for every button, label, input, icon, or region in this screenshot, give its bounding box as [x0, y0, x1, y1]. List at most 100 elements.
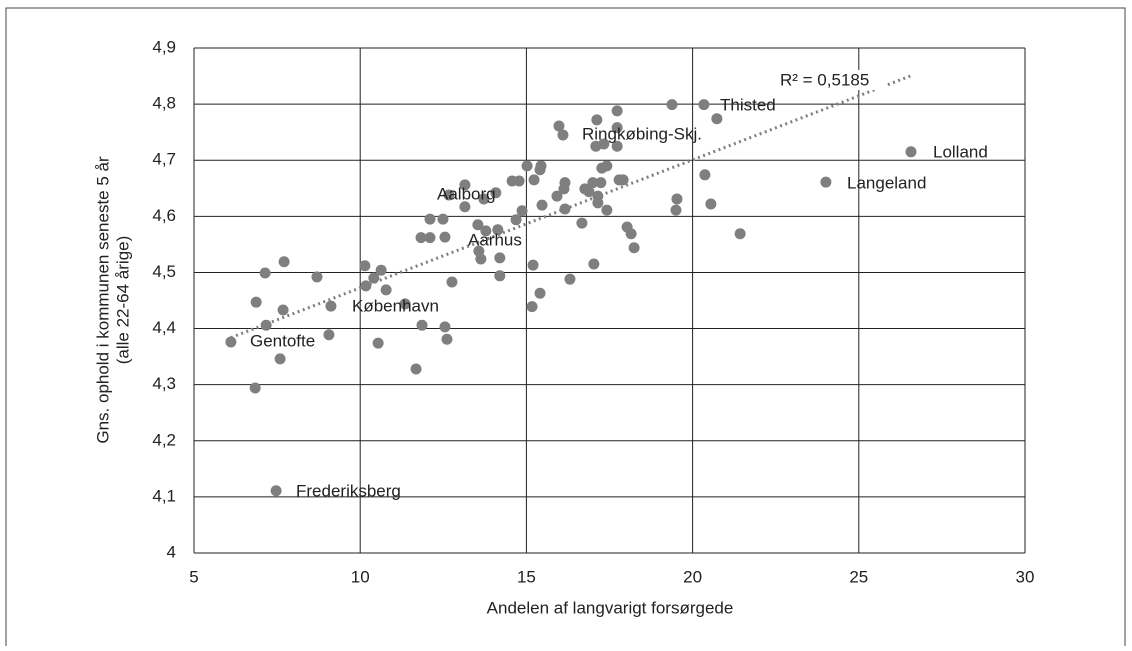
- annotation: Thisted: [720, 95, 776, 114]
- point: [494, 252, 506, 264]
- point: [270, 485, 282, 497]
- trendline-label: R² = 0,5185: [780, 70, 869, 89]
- trendline: [230, 74, 912, 340]
- annotation: Frederiksberg: [296, 481, 401, 500]
- point: [559, 203, 571, 215]
- y-tick-label: 4,9: [152, 37, 176, 56]
- point: [587, 177, 599, 189]
- point: [671, 193, 683, 205]
- y-axis-label: (alle 22-64 årige): [113, 236, 132, 365]
- point: [480, 225, 492, 237]
- point: [521, 160, 533, 172]
- x-tick-label: 10: [351, 567, 370, 586]
- point: [553, 120, 565, 132]
- point: [439, 321, 451, 333]
- point: [617, 174, 629, 186]
- y-tick-label: 4,4: [152, 318, 176, 337]
- annotation: København: [352, 296, 439, 315]
- point: [734, 228, 746, 240]
- annotation: Aarhus: [468, 230, 522, 249]
- point: [260, 319, 272, 331]
- point: [375, 264, 387, 276]
- point: [611, 105, 623, 117]
- annotation: Aalborg: [437, 184, 496, 203]
- point: [311, 271, 323, 283]
- annotation: Lolland: [933, 142, 988, 161]
- point: [699, 169, 711, 181]
- point: [527, 259, 539, 271]
- point: [323, 329, 335, 341]
- x-tick-label: 5: [189, 567, 198, 586]
- point: [601, 204, 613, 216]
- point: [666, 99, 678, 111]
- y-tick-label: 4,8: [152, 94, 176, 113]
- point: [820, 176, 832, 188]
- y-tick-label: 4,1: [152, 486, 176, 505]
- point: [459, 179, 471, 191]
- point: [380, 284, 392, 296]
- annotation: Ringkøbing-Skj.: [582, 124, 702, 143]
- point: [516, 205, 528, 217]
- point: [277, 304, 289, 316]
- point: [249, 382, 261, 394]
- y-tick-label: 4,6: [152, 206, 176, 225]
- point: [591, 114, 603, 126]
- point: [670, 204, 682, 216]
- point: [278, 256, 290, 268]
- annotation: Gentofte: [250, 331, 315, 350]
- point: [628, 242, 640, 254]
- point: [534, 287, 546, 299]
- point: [372, 337, 384, 349]
- point: [360, 280, 372, 292]
- point: [478, 193, 490, 205]
- point: [494, 270, 506, 282]
- point: [564, 273, 576, 285]
- point: [535, 160, 547, 172]
- point: [274, 353, 286, 365]
- x-tick-label: 30: [1016, 567, 1035, 586]
- x-tick-label: 15: [517, 567, 536, 586]
- point: [446, 276, 458, 288]
- point: [225, 336, 237, 348]
- y-tick-label: 4,7: [152, 150, 176, 169]
- point: [598, 138, 610, 150]
- point: [551, 190, 563, 202]
- point: [526, 301, 538, 313]
- frame: [5, 7, 1126, 651]
- point: [259, 267, 271, 279]
- y-tick-label: 4: [167, 542, 176, 561]
- point: [424, 213, 436, 225]
- point: [592, 197, 604, 209]
- point: [475, 253, 487, 265]
- point: [459, 201, 471, 213]
- point: [595, 177, 607, 189]
- y-axis-label: Gns. ophold i kommunen seneste 5 år: [93, 156, 112, 444]
- point: [711, 113, 723, 125]
- x-tick-label: 25: [849, 567, 868, 586]
- point: [557, 129, 569, 141]
- point: [490, 187, 502, 199]
- point: [510, 214, 522, 226]
- point: [325, 300, 337, 312]
- y-tick-label: 4,2: [152, 430, 176, 449]
- point: [437, 213, 449, 225]
- y-tick-label: 4,5: [152, 262, 176, 281]
- point: [416, 319, 428, 331]
- point: [368, 272, 380, 284]
- label-bg: [776, 70, 886, 90]
- point: [611, 122, 623, 134]
- point: [705, 198, 717, 210]
- point: [439, 231, 451, 243]
- point: [601, 160, 613, 172]
- point: [576, 217, 588, 229]
- point: [905, 146, 917, 158]
- point: [424, 232, 436, 244]
- point: [588, 258, 600, 270]
- point: [359, 260, 371, 272]
- y-tick-label: 4,3: [152, 374, 176, 393]
- x-tick-label: 20: [683, 567, 702, 586]
- point: [399, 298, 411, 310]
- point: [583, 186, 595, 198]
- point: [410, 363, 422, 375]
